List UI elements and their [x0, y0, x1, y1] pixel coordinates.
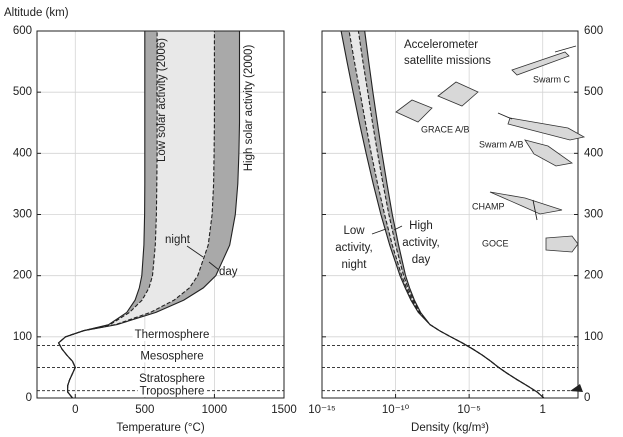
profile-label: Low solar activity (2006) — [156, 38, 168, 162]
inset-title: Accelerometer — [404, 39, 478, 51]
satellite-icon — [507, 117, 586, 141]
layer-label: Mesosphere — [140, 350, 203, 362]
layer-label-bg — [132, 328, 212, 341]
satellite-label: CHAMP — [472, 201, 505, 211]
y-tick-label: 500 — [13, 86, 32, 98]
y-tick-label: 100 — [13, 331, 32, 343]
profile-line — [364, 30, 545, 399]
band — [349, 31, 544, 398]
satellite-icon — [545, 235, 579, 253]
x-tick-label: 0 — [72, 404, 78, 416]
y-tick-label: 100 — [584, 331, 603, 343]
layer-label-bg — [138, 350, 206, 363]
inset-title: satellite missions — [404, 55, 491, 67]
satellite-icon — [511, 51, 570, 76]
profile-label: High solar activity (2000) — [243, 45, 255, 172]
annotation: High — [409, 220, 433, 232]
x-tick-label: 10⁻⁵ — [457, 404, 481, 416]
annotation: activity, — [402, 237, 440, 249]
band — [341, 31, 544, 398]
annotation: Low — [343, 225, 365, 237]
day-label: day — [219, 266, 238, 278]
y-tick-label: 400 — [13, 147, 32, 159]
plot-frame — [36, 30, 285, 399]
annotation-arrow — [371, 228, 387, 235]
satellite-inset: Accelerometer satellite missions Swarm C… — [395, 39, 586, 392]
satellite-icon — [395, 99, 433, 123]
profile-line — [57, 31, 241, 399]
y-tick-label: 0 — [584, 392, 590, 404]
layer-label: Thermosphere — [135, 329, 210, 341]
satellite-label: Swarm C — [533, 74, 571, 84]
x-tick-label: 500 — [135, 404, 154, 416]
satellite-label: GOCE — [482, 238, 509, 248]
y-tick-label: 400 — [584, 147, 603, 159]
layer-label: Troposphere — [140, 385, 205, 397]
boom — [497, 112, 513, 120]
band — [58, 31, 215, 398]
x-tick-label: 1000 — [202, 404, 228, 416]
x-tick-label: 1500 — [271, 404, 297, 416]
y-tick-label: 600 — [13, 25, 32, 37]
annotation-arrow — [393, 225, 403, 231]
satellite-label: GRACE A/B — [421, 124, 470, 134]
night-label: night — [165, 234, 191, 246]
layer-label: Stratosphere — [139, 373, 205, 385]
y-tick-label: 300 — [584, 209, 603, 221]
annotation-arrow — [186, 245, 204, 258]
annotation-arrow — [208, 261, 220, 271]
y-tick-label: 600 — [584, 25, 603, 37]
satellite-label: Swarm A/B — [479, 139, 524, 149]
boom — [554, 45, 577, 53]
aircraft-icon — [570, 384, 583, 392]
satellite-icon — [489, 191, 563, 215]
y-tick-label: 200 — [584, 270, 603, 282]
layer-label-bg — [137, 373, 207, 386]
y-tick-label: 500 — [584, 86, 603, 98]
x-axis-label: Temperature (°C) — [116, 422, 204, 434]
y-tick-label: 0 — [26, 392, 32, 404]
boom — [532, 199, 538, 221]
annotation: activity, — [335, 242, 373, 254]
satellite-icon — [524, 139, 574, 167]
layer-label-bg — [137, 385, 207, 398]
y-axis-label: Altitude (km) — [4, 7, 69, 19]
x-axis-label: Density (kg/m³) — [411, 422, 489, 434]
annotation: night — [342, 259, 368, 271]
band — [58, 31, 240, 398]
x-tick-label: 10⁻¹⁰ — [382, 404, 410, 416]
plot-frame — [321, 30, 579, 399]
band — [58, 31, 158, 398]
satellite-icon — [437, 81, 479, 107]
x-tick-label: 10⁻¹⁵ — [308, 404, 336, 416]
x-tick-label: 1 — [540, 404, 546, 416]
annotation: day — [412, 254, 431, 266]
y-tick-label: 200 — [13, 270, 32, 282]
y-tick-label: 300 — [13, 209, 32, 221]
